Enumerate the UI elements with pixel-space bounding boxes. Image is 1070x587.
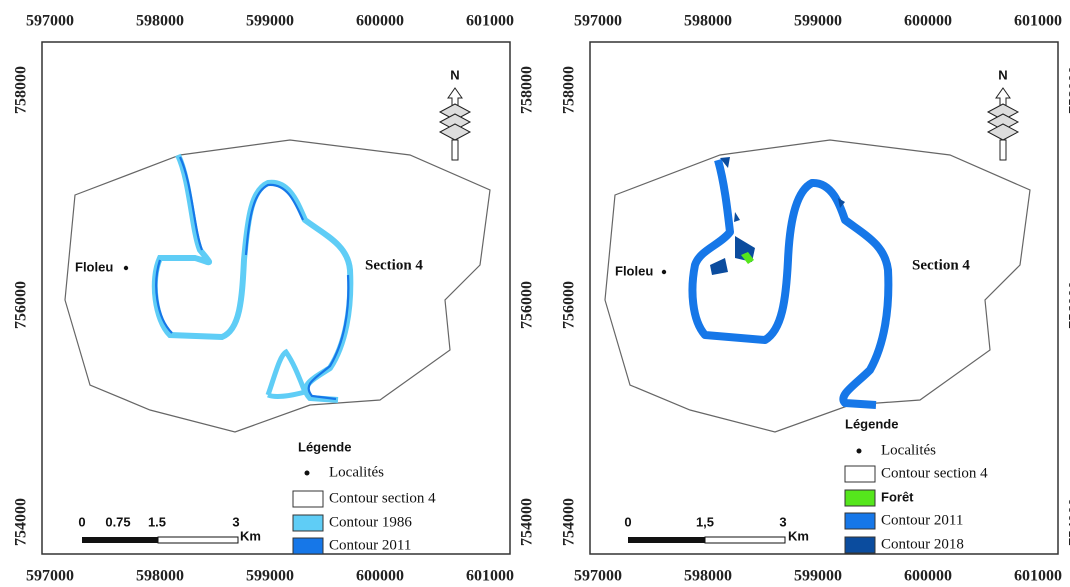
place-label: Floleu	[75, 259, 113, 274]
x-coordinate-label: 598000	[136, 13, 184, 30]
legend-symbol	[844, 536, 876, 554]
x-coordinate-label: 600000	[904, 568, 952, 585]
x-coordinate-label: 597000	[26, 13, 74, 30]
y-coordinate-label: 758000	[1067, 66, 1070, 114]
legend-symbol	[856, 448, 862, 454]
place-label: Section 4	[365, 257, 423, 273]
y-coordinate-label: 758000	[519, 66, 536, 114]
map-layers	[604, 139, 1031, 433]
river-2018	[710, 157, 845, 275]
north-arrow	[438, 123, 472, 141]
river-1986	[151, 153, 354, 403]
legend-label: Forêt	[881, 489, 914, 504]
scale-label: 1,5	[696, 514, 714, 529]
map-frame	[41, 41, 511, 555]
x-coordinate-label: 601000	[1014, 568, 1062, 585]
x-coordinate-label: 601000	[466, 568, 514, 585]
y-coordinate-label: 756000	[561, 281, 578, 329]
legend-label: Contour 2011	[881, 512, 963, 528]
y-coordinate-label: 754000	[561, 498, 578, 546]
y-coordinate-label: 756000	[519, 281, 536, 329]
x-coordinate-label: 599000	[794, 568, 842, 585]
legend-symbol	[844, 465, 876, 483]
place-dot	[661, 269, 667, 275]
x-coordinate-label: 597000	[574, 568, 622, 585]
scale-label: 0	[624, 514, 631, 529]
x-coordinate-label: 600000	[904, 13, 952, 30]
scale-unit: Km	[788, 528, 809, 543]
legend-symbol	[292, 514, 324, 532]
legend-label: Contour 2011	[329, 537, 411, 553]
legend-label: Contour 1986	[329, 514, 412, 530]
x-coordinate-label: 598000	[136, 568, 184, 585]
x-coordinate-label: 598000	[684, 13, 732, 30]
scale-label: 3	[779, 514, 786, 529]
y-coordinate-label: 758000	[13, 66, 30, 114]
river-2011	[155, 156, 350, 401]
x-coordinate-label: 601000	[466, 13, 514, 30]
legend-title: Légende	[298, 439, 351, 454]
x-coordinate-label: 597000	[574, 13, 622, 30]
scale-unit: Km	[240, 528, 261, 543]
place-label: Section 4	[912, 257, 970, 273]
scale-label: 1.5	[148, 514, 166, 529]
y-coordinate-label: 754000	[1067, 498, 1070, 546]
river-1986	[265, 348, 309, 399]
scale-label: 0	[78, 514, 85, 529]
x-coordinate-label: 599000	[794, 13, 842, 30]
y-coordinate-label: 754000	[519, 498, 536, 546]
scale-bar	[704, 536, 786, 544]
scale-label: 0.75	[105, 514, 130, 529]
legend-symbol	[292, 537, 324, 555]
legend-title: Légende	[845, 416, 898, 431]
legend-label: Contour 2018	[881, 536, 964, 552]
scale-label: 3	[232, 514, 239, 529]
north-label: N	[998, 67, 1007, 82]
x-coordinate-label: 599000	[246, 13, 294, 30]
y-coordinate-label: 754000	[13, 498, 30, 546]
x-coordinate-label: 601000	[1014, 13, 1062, 30]
place-dot	[123, 265, 129, 271]
legend-symbol	[292, 490, 324, 508]
scale-bar	[628, 537, 705, 543]
scale-bar	[157, 536, 239, 544]
x-coordinate-label: 600000	[356, 13, 404, 30]
legend-label: Localités	[329, 464, 384, 480]
legend-symbol	[844, 512, 876, 530]
map-panel: 597000 597000 598000 598000 599000 599000 6000…	[561, 13, 1070, 585]
x-coordinate-label: 598000	[684, 568, 732, 585]
section-contour	[64, 139, 491, 433]
north-arrow	[986, 123, 1020, 141]
legend-label: Contour section 4	[881, 465, 988, 481]
forest-patch	[741, 252, 754, 264]
legend-symbol	[844, 489, 876, 507]
scale-bar	[82, 537, 158, 543]
river-2011	[688, 158, 893, 409]
legend-label: Contour section 4	[329, 490, 436, 506]
place-label: Floleu	[615, 263, 653, 278]
map-frame	[589, 41, 1059, 555]
north-arrow	[451, 139, 459, 161]
x-coordinate-label: 597000	[26, 568, 74, 585]
y-coordinate-label: 758000	[561, 66, 578, 114]
map-panel: 597000 597000 598000 598000 599000 599000 6000…	[13, 13, 536, 585]
legend-symbol	[304, 470, 310, 476]
y-coordinate-label: 756000	[1067, 281, 1070, 329]
north-arrow	[999, 139, 1007, 161]
y-coordinate-label: 756000	[13, 281, 30, 329]
north-label: N	[450, 67, 459, 82]
x-coordinate-label: 600000	[356, 568, 404, 585]
legend-label: Localités	[881, 442, 936, 458]
x-coordinate-label: 599000	[246, 568, 294, 585]
section-contour	[604, 139, 1031, 433]
